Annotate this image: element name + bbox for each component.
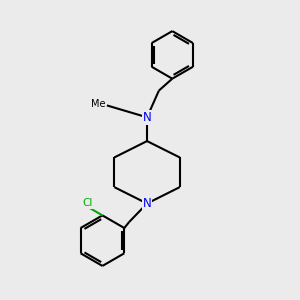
Text: N: N — [143, 111, 152, 124]
Text: Cl: Cl — [82, 198, 92, 208]
Text: N: N — [143, 197, 152, 210]
Text: Me: Me — [91, 99, 105, 109]
